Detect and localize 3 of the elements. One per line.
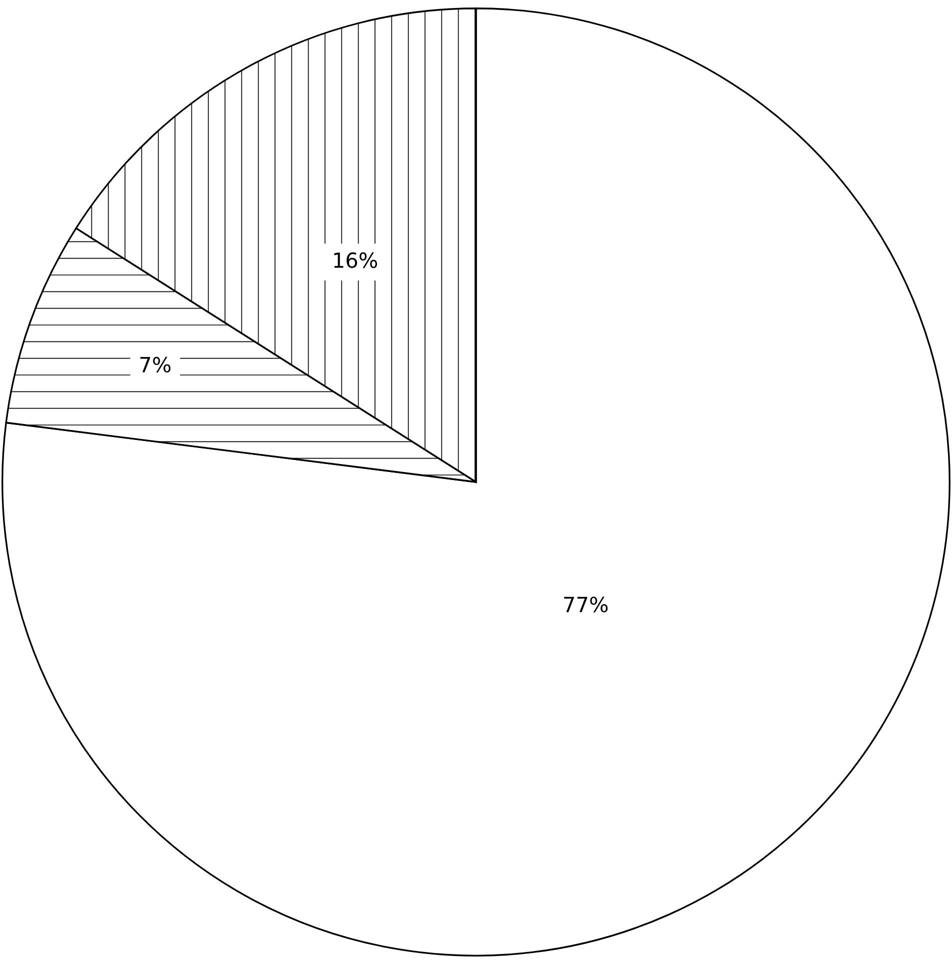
data-label: 16%	[334, 252, 378, 268]
data-label: 7%	[140, 356, 171, 373]
data-label: 77%	[564, 596, 608, 612]
